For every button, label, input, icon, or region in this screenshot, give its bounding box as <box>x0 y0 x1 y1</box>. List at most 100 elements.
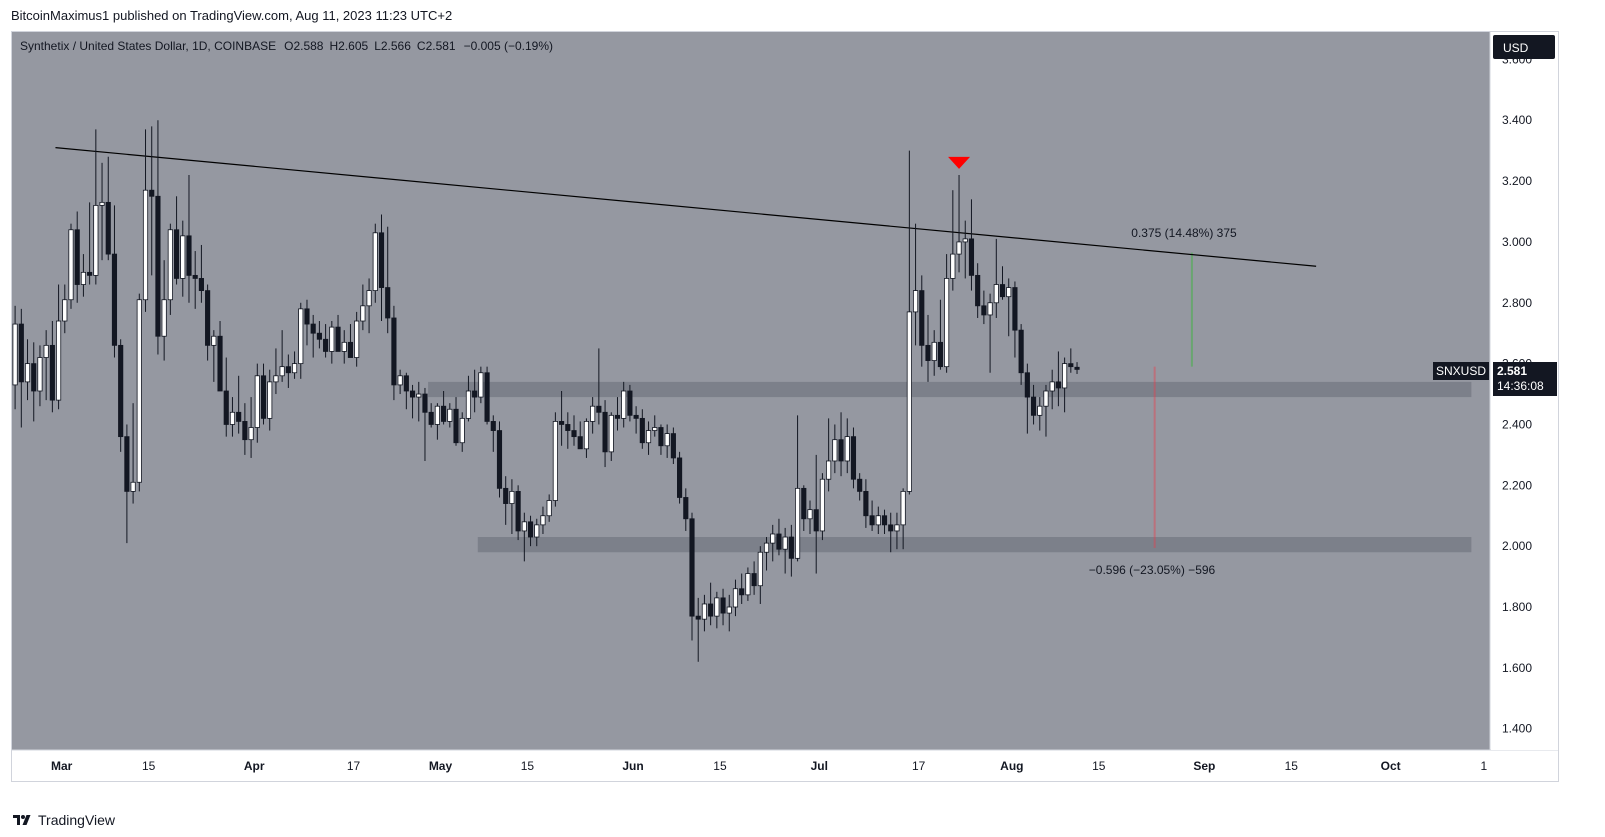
footer-brand[interactable]: TradingView <box>11 812 115 828</box>
candle[interactable] <box>931 330 937 376</box>
candle[interactable] <box>56 284 62 410</box>
candle[interactable] <box>981 290 987 325</box>
candle[interactable] <box>180 220 186 297</box>
candle[interactable] <box>1030 384 1037 425</box>
candle[interactable] <box>68 223 74 309</box>
candle[interactable] <box>478 366 484 404</box>
candle[interactable] <box>732 579 739 617</box>
candle[interactable] <box>1043 384 1049 437</box>
candle[interactable] <box>900 488 906 550</box>
candle[interactable] <box>447 403 453 428</box>
candle[interactable] <box>639 409 645 449</box>
candle[interactable] <box>385 226 391 334</box>
candle[interactable] <box>242 403 248 455</box>
candle[interactable] <box>496 421 503 498</box>
candle[interactable] <box>546 494 552 522</box>
candle[interactable] <box>347 324 354 358</box>
candle[interactable] <box>149 126 155 276</box>
candle[interactable] <box>850 427 857 489</box>
candle[interactable] <box>633 406 639 434</box>
candle[interactable] <box>944 254 950 373</box>
candle[interactable] <box>583 418 590 458</box>
candle[interactable] <box>888 512 894 553</box>
time-axis[interactable] <box>12 751 1558 781</box>
candle[interactable] <box>142 129 149 312</box>
candle[interactable] <box>273 348 279 395</box>
candle[interactable] <box>397 369 403 395</box>
candle[interactable] <box>962 220 968 279</box>
candle[interactable] <box>782 527 788 574</box>
candle[interactable] <box>1018 324 1024 385</box>
candle[interactable] <box>664 424 670 458</box>
candle[interactable] <box>869 500 875 531</box>
candle[interactable] <box>832 424 838 474</box>
candle[interactable] <box>31 342 37 422</box>
candle[interactable] <box>956 174 962 273</box>
candle[interactable] <box>925 314 931 382</box>
candle[interactable] <box>360 284 366 331</box>
candle[interactable] <box>323 324 329 358</box>
candle[interactable] <box>714 591 720 629</box>
candle[interactable] <box>993 238 999 318</box>
candle[interactable] <box>335 314 341 352</box>
candle[interactable] <box>354 311 360 367</box>
candle[interactable] <box>534 518 540 547</box>
candle[interactable] <box>739 573 745 604</box>
candle[interactable] <box>285 354 291 388</box>
candle[interactable] <box>441 391 447 425</box>
candle[interactable] <box>559 391 565 446</box>
candle[interactable] <box>74 211 80 303</box>
candle[interactable] <box>304 299 310 346</box>
candle[interactable] <box>223 357 229 437</box>
candle[interactable] <box>366 278 372 334</box>
candle[interactable] <box>186 174 192 303</box>
candle[interactable] <box>167 223 173 315</box>
candle[interactable] <box>105 156 111 261</box>
candle[interactable] <box>602 400 608 468</box>
candle[interactable] <box>645 421 652 455</box>
chart-frame[interactable]: 0.375 (14.48%) 375 −0.596 (−23.05%) −596… <box>11 31 1559 782</box>
candle[interactable] <box>596 348 602 425</box>
candle[interactable] <box>807 500 813 534</box>
candle[interactable] <box>298 302 304 379</box>
candle[interactable] <box>291 351 298 379</box>
candle[interactable] <box>1074 362 1080 374</box>
candle[interactable] <box>652 415 658 437</box>
candle[interactable] <box>826 418 832 492</box>
candle[interactable] <box>950 190 956 291</box>
candle[interactable] <box>267 369 273 431</box>
candle[interactable] <box>422 387 428 461</box>
candle[interactable] <box>155 120 161 355</box>
candle[interactable] <box>689 512 695 641</box>
candle[interactable] <box>18 308 24 428</box>
candle[interactable] <box>310 314 316 358</box>
candle[interactable] <box>428 403 434 428</box>
candle[interactable] <box>409 384 416 419</box>
candle[interactable] <box>236 375 242 434</box>
candle[interactable] <box>136 293 142 492</box>
candle[interactable] <box>248 397 254 458</box>
candle[interactable] <box>130 403 136 504</box>
candle[interactable] <box>254 363 260 443</box>
candle[interactable] <box>838 412 844 477</box>
candle[interactable] <box>87 202 93 285</box>
candle[interactable] <box>503 476 509 525</box>
candle[interactable] <box>726 594 732 632</box>
candle[interactable] <box>975 263 981 318</box>
candle[interactable] <box>465 375 472 422</box>
candle[interactable] <box>863 479 869 528</box>
candle[interactable] <box>677 451 683 504</box>
candle[interactable] <box>683 488 689 531</box>
candle[interactable] <box>757 546 763 604</box>
candle[interactable] <box>552 412 558 507</box>
candle[interactable] <box>1068 348 1074 373</box>
candle[interactable] <box>229 397 236 437</box>
candle[interactable] <box>701 594 707 632</box>
candle[interactable] <box>37 345 43 407</box>
candle[interactable] <box>434 403 440 440</box>
candle[interactable] <box>770 524 776 562</box>
candle[interactable] <box>12 305 18 410</box>
candle[interactable] <box>260 363 267 425</box>
candle[interactable] <box>93 129 99 285</box>
candle[interactable] <box>459 412 465 452</box>
